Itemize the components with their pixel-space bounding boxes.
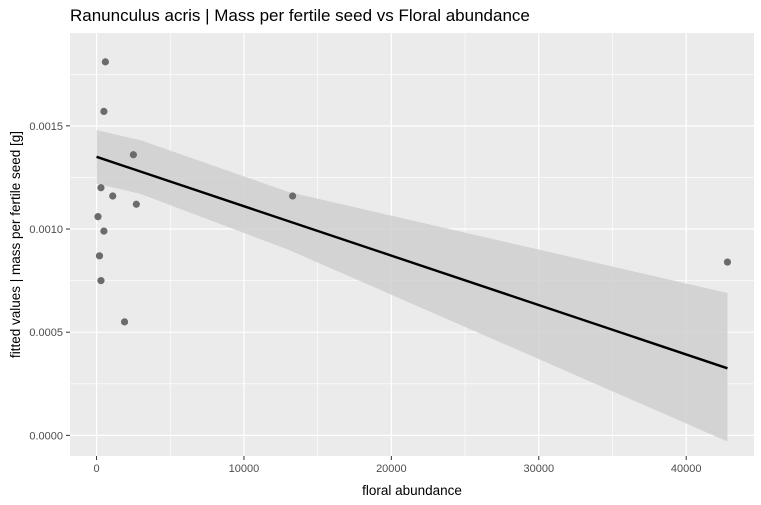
data-point (102, 58, 109, 65)
x-tick-label: 40000 (671, 463, 702, 475)
data-point (97, 277, 104, 284)
x-tick-label: 10000 (229, 463, 260, 475)
y-tick-label: 0.0015 (29, 121, 63, 133)
data-point (100, 227, 107, 234)
data-point (100, 108, 107, 115)
data-point (94, 213, 101, 220)
data-point (130, 151, 137, 158)
data-point (724, 258, 731, 265)
data-point (96, 252, 103, 259)
x-axis-title: floral abundance (362, 483, 462, 498)
data-point (289, 192, 296, 199)
data-point (97, 184, 104, 191)
x-axis: 0 10000 20000 30000 40000 (93, 456, 701, 475)
y-axis-title: fitted values | mass per fertile seed [g… (8, 131, 23, 358)
data-point (109, 192, 116, 199)
x-tick-label: 20000 (376, 463, 407, 475)
x-tick-label: 0 (93, 463, 99, 475)
x-tick-label: 30000 (523, 463, 554, 475)
data-point (133, 201, 140, 208)
y-tick-label: 0.0010 (29, 224, 63, 236)
y-axis: 0.0000 0.0005 0.0010 0.0015 (29, 121, 70, 443)
data-point (121, 318, 128, 325)
y-tick-label: 0.0005 (29, 327, 63, 339)
y-tick-label: 0.0000 (29, 430, 63, 442)
